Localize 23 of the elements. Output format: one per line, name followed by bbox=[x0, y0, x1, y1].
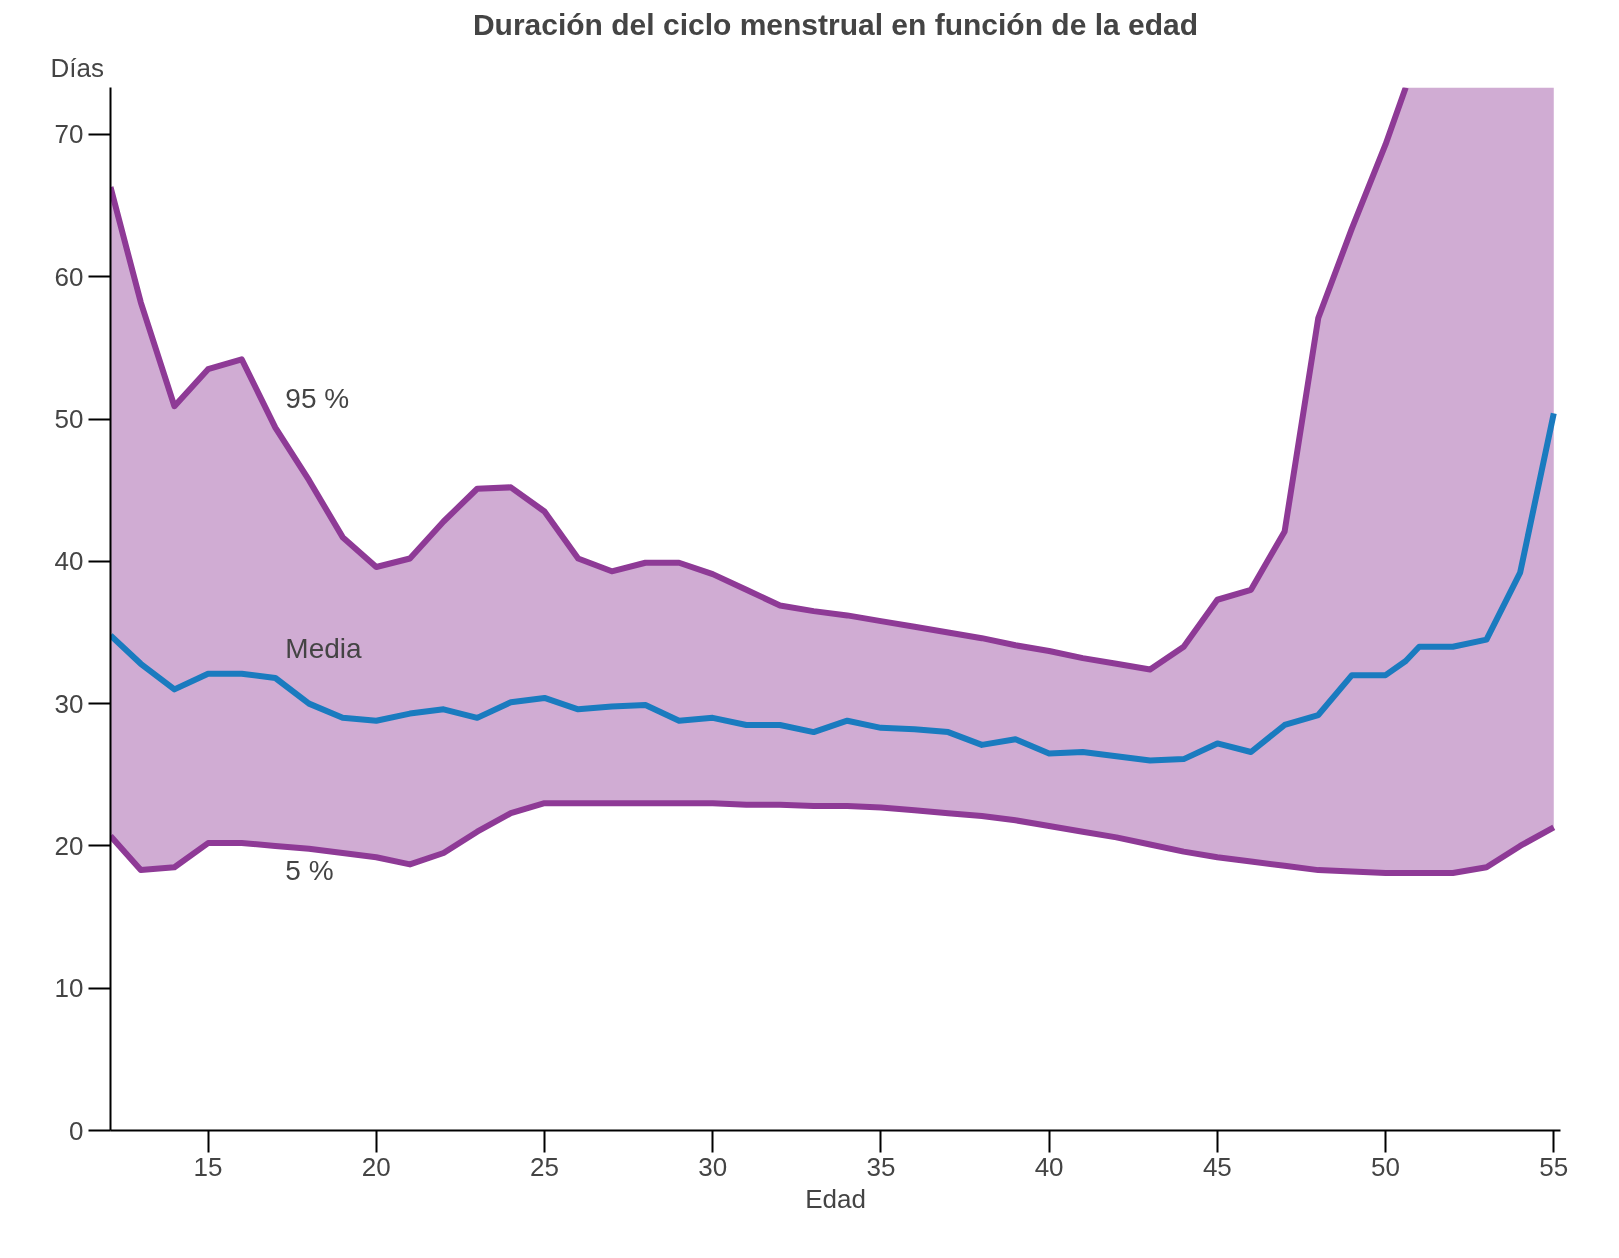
x-tick-label: 55 bbox=[1539, 1151, 1569, 1182]
y-tick-label: 0 bbox=[69, 1115, 84, 1146]
series-label: 5 % bbox=[285, 854, 334, 886]
y-tick-label: 60 bbox=[54, 261, 84, 292]
series-label: 95 % bbox=[285, 382, 350, 414]
y-tick-label: 20 bbox=[54, 830, 84, 861]
x-tick-label: 15 bbox=[193, 1151, 223, 1182]
x-tick-label: 20 bbox=[361, 1151, 391, 1182]
y-tick-label: 40 bbox=[54, 546, 84, 577]
x-tick-label: 35 bbox=[866, 1151, 896, 1182]
chart-title: Duración del ciclo menstrual en función de la edad bbox=[472, 7, 1199, 41]
y-tick-label: 30 bbox=[54, 688, 84, 719]
y-axis-title: Días bbox=[50, 52, 104, 83]
y-tick-label: 50 bbox=[54, 404, 84, 435]
series-label: Media bbox=[285, 633, 363, 665]
y-tick-label: 10 bbox=[54, 973, 84, 1004]
x-tick-label: 30 bbox=[698, 1151, 728, 1182]
x-tick-label: 50 bbox=[1371, 1151, 1401, 1182]
x-tick-label: 25 bbox=[530, 1151, 559, 1182]
x-tick-label: 40 bbox=[1034, 1151, 1064, 1182]
y-tick-label: 70 bbox=[54, 119, 84, 150]
x-axis-title: Edad bbox=[805, 1183, 866, 1214]
x-tick-label: 45 bbox=[1202, 1151, 1232, 1182]
